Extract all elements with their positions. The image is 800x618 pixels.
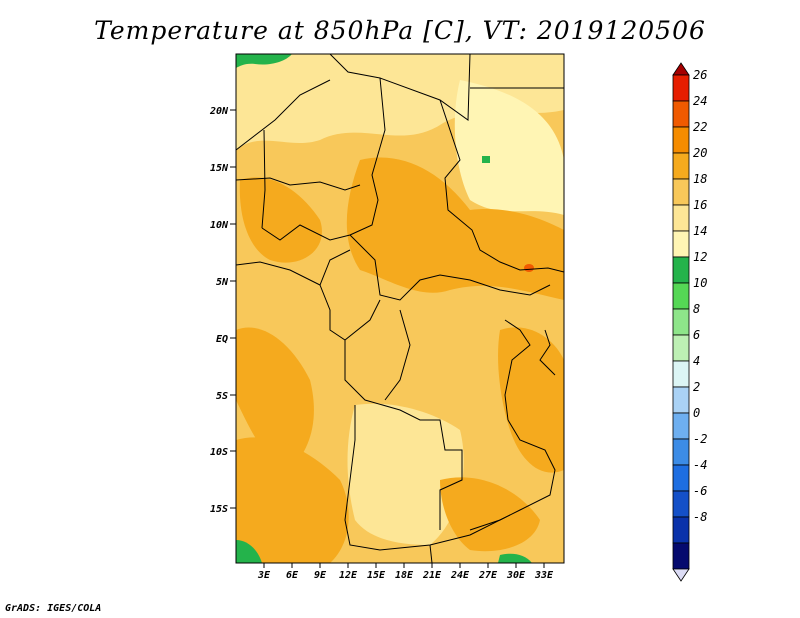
colorbar-max-arrow — [672, 62, 690, 76]
colorbar-swatch — [672, 516, 690, 544]
lon-tick-label: 9E — [314, 570, 327, 581]
colorbar-swatch — [672, 412, 690, 440]
colorbar-swatch — [672, 152, 690, 180]
colorbar-label: 20 — [693, 146, 707, 160]
credit-text: GrADS: IGES/COLA — [5, 603, 102, 614]
lat-tick-label: 5N — [216, 277, 229, 288]
colorbar-label: 4 — [693, 354, 700, 368]
colorbar-label: 16 — [693, 198, 707, 212]
colorbar-swatch — [672, 542, 690, 570]
lon-tick-label: 18E — [395, 570, 414, 581]
longitude-axis: 3E 6E 9E 12E 15E 18E 21E 24E 27E 30E 33E — [257, 563, 554, 581]
colorbar-swatch — [672, 334, 690, 362]
lat-tick-label: 10S — [210, 447, 228, 458]
colorbar-label: 18 — [693, 172, 707, 186]
colorbar-swatch — [672, 464, 690, 492]
colorbar-label: 2 — [693, 380, 700, 394]
colorbar-label: -8 — [693, 510, 707, 524]
colorbar-swatch — [672, 386, 690, 414]
lon-tick-label: 12E — [339, 570, 358, 581]
colorbar-label: -6 — [693, 484, 707, 498]
colorbar-label: 10 — [693, 276, 707, 290]
latitude-axis: 20N 15N 10N 5N EQ 5S 10S 15S — [209, 106, 236, 515]
colorbar-label: 22 — [693, 120, 707, 134]
colorbar-swatch — [672, 282, 690, 310]
lon-tick-label: 6E — [286, 570, 299, 581]
colorbar-swatch — [672, 126, 690, 154]
lon-tick-label: 30E — [506, 570, 526, 581]
lon-tick-label: 33E — [534, 570, 554, 581]
colorbar-label: -4 — [693, 458, 707, 472]
colorbar-swatch — [672, 178, 690, 206]
lat-tick-label: 15S — [210, 504, 228, 515]
lon-tick-label: 27E — [478, 570, 498, 581]
colorbar-label: 6 — [693, 328, 700, 342]
lon-tick-label: 24E — [450, 570, 470, 581]
lat-tick-label: 15N — [210, 163, 229, 174]
colorbar-swatch — [672, 204, 690, 232]
colorbar-label: 14 — [693, 224, 707, 238]
colorbar-swatch — [672, 100, 690, 128]
temperature-field — [236, 54, 564, 563]
lon-tick-label: 21E — [422, 570, 442, 581]
colorbar-label: 12 — [693, 250, 707, 264]
colorbar-label: 8 — [693, 302, 700, 316]
map-frame — [235, 53, 565, 564]
colorbar-label: -2 — [693, 432, 707, 446]
colorbar-swatch — [672, 490, 690, 518]
lat-tick-label: 10N — [210, 220, 229, 231]
colorbar-swatch — [672, 230, 690, 258]
country-borders — [236, 54, 564, 563]
colorbar-swatch — [672, 308, 690, 336]
lon-tick-label: 15E — [367, 570, 386, 581]
lat-tick-label: EQ — [216, 334, 228, 345]
colorbar-label: 24 — [693, 94, 707, 108]
lat-tick-label: 5S — [216, 391, 228, 402]
colorbar-swatch — [672, 360, 690, 388]
colorbar-label: 26 — [693, 68, 707, 82]
colorbar-label: 0 — [693, 406, 700, 420]
colorbar-swatch — [672, 438, 690, 466]
colorbar-swatch — [672, 74, 690, 102]
colorbar-min-arrow — [672, 568, 690, 582]
chart-title: Temperature at 850hPa [C], VT: 201912050… — [94, 16, 706, 45]
lat-tick-label: 20N — [209, 106, 229, 117]
lon-tick-label: 3E — [257, 570, 271, 581]
colorbar-swatch — [672, 256, 690, 284]
